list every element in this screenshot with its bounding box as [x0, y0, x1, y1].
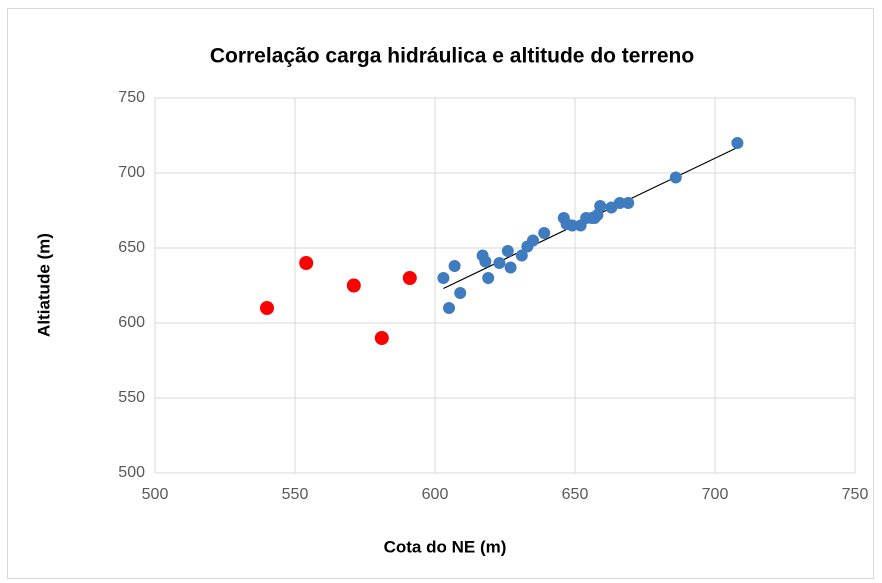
scatter-point — [566, 219, 579, 232]
x-tick-label: 500 — [142, 486, 169, 503]
scatter-point — [402, 271, 417, 285]
scatter-point — [374, 331, 389, 345]
x-tick-label: 600 — [422, 486, 449, 503]
scatter-point — [299, 256, 314, 270]
scatter-point — [504, 261, 517, 274]
scatter-point — [622, 197, 635, 209]
x-tick-label: 650 — [562, 486, 589, 503]
y-tick-label: 650 — [118, 239, 145, 256]
scatter-point — [443, 302, 455, 314]
scatter-point — [346, 278, 361, 293]
scatter-point — [591, 209, 604, 221]
scatter-point — [454, 287, 467, 299]
x-tick-label: 550 — [282, 486, 309, 503]
y-axis-label: Altiatude (m) — [34, 233, 53, 337]
scatter-point — [437, 272, 450, 284]
scatter-point — [527, 234, 539, 247]
scatter-point — [501, 245, 514, 257]
y-tick-label: 600 — [118, 314, 145, 331]
chart-frame — [7, 8, 874, 579]
scatter-point — [260, 301, 274, 315]
scatter-point — [482, 272, 495, 284]
scatter-point — [731, 137, 744, 149]
y-tick-label: 550 — [118, 389, 145, 406]
y-tick-label: 500 — [118, 464, 145, 481]
scatter-point — [448, 260, 461, 272]
scatter-point — [613, 197, 626, 209]
scatter-point — [669, 171, 682, 184]
x-tick-label: 750 — [842, 486, 869, 503]
scatter-point — [594, 200, 607, 212]
y-tick-label: 700 — [118, 164, 145, 181]
chart-title: Correlação carga hidráulica e altitude d… — [210, 45, 694, 68]
scatter-point — [493, 257, 506, 269]
scatter-point — [479, 255, 492, 268]
y-tick-label: 750 — [118, 89, 145, 106]
scatter-point — [515, 249, 528, 262]
scatter-point — [538, 227, 551, 239]
x-tick-label: 700 — [702, 486, 729, 503]
x-axis-label: Cota do NE (m) — [384, 537, 507, 556]
